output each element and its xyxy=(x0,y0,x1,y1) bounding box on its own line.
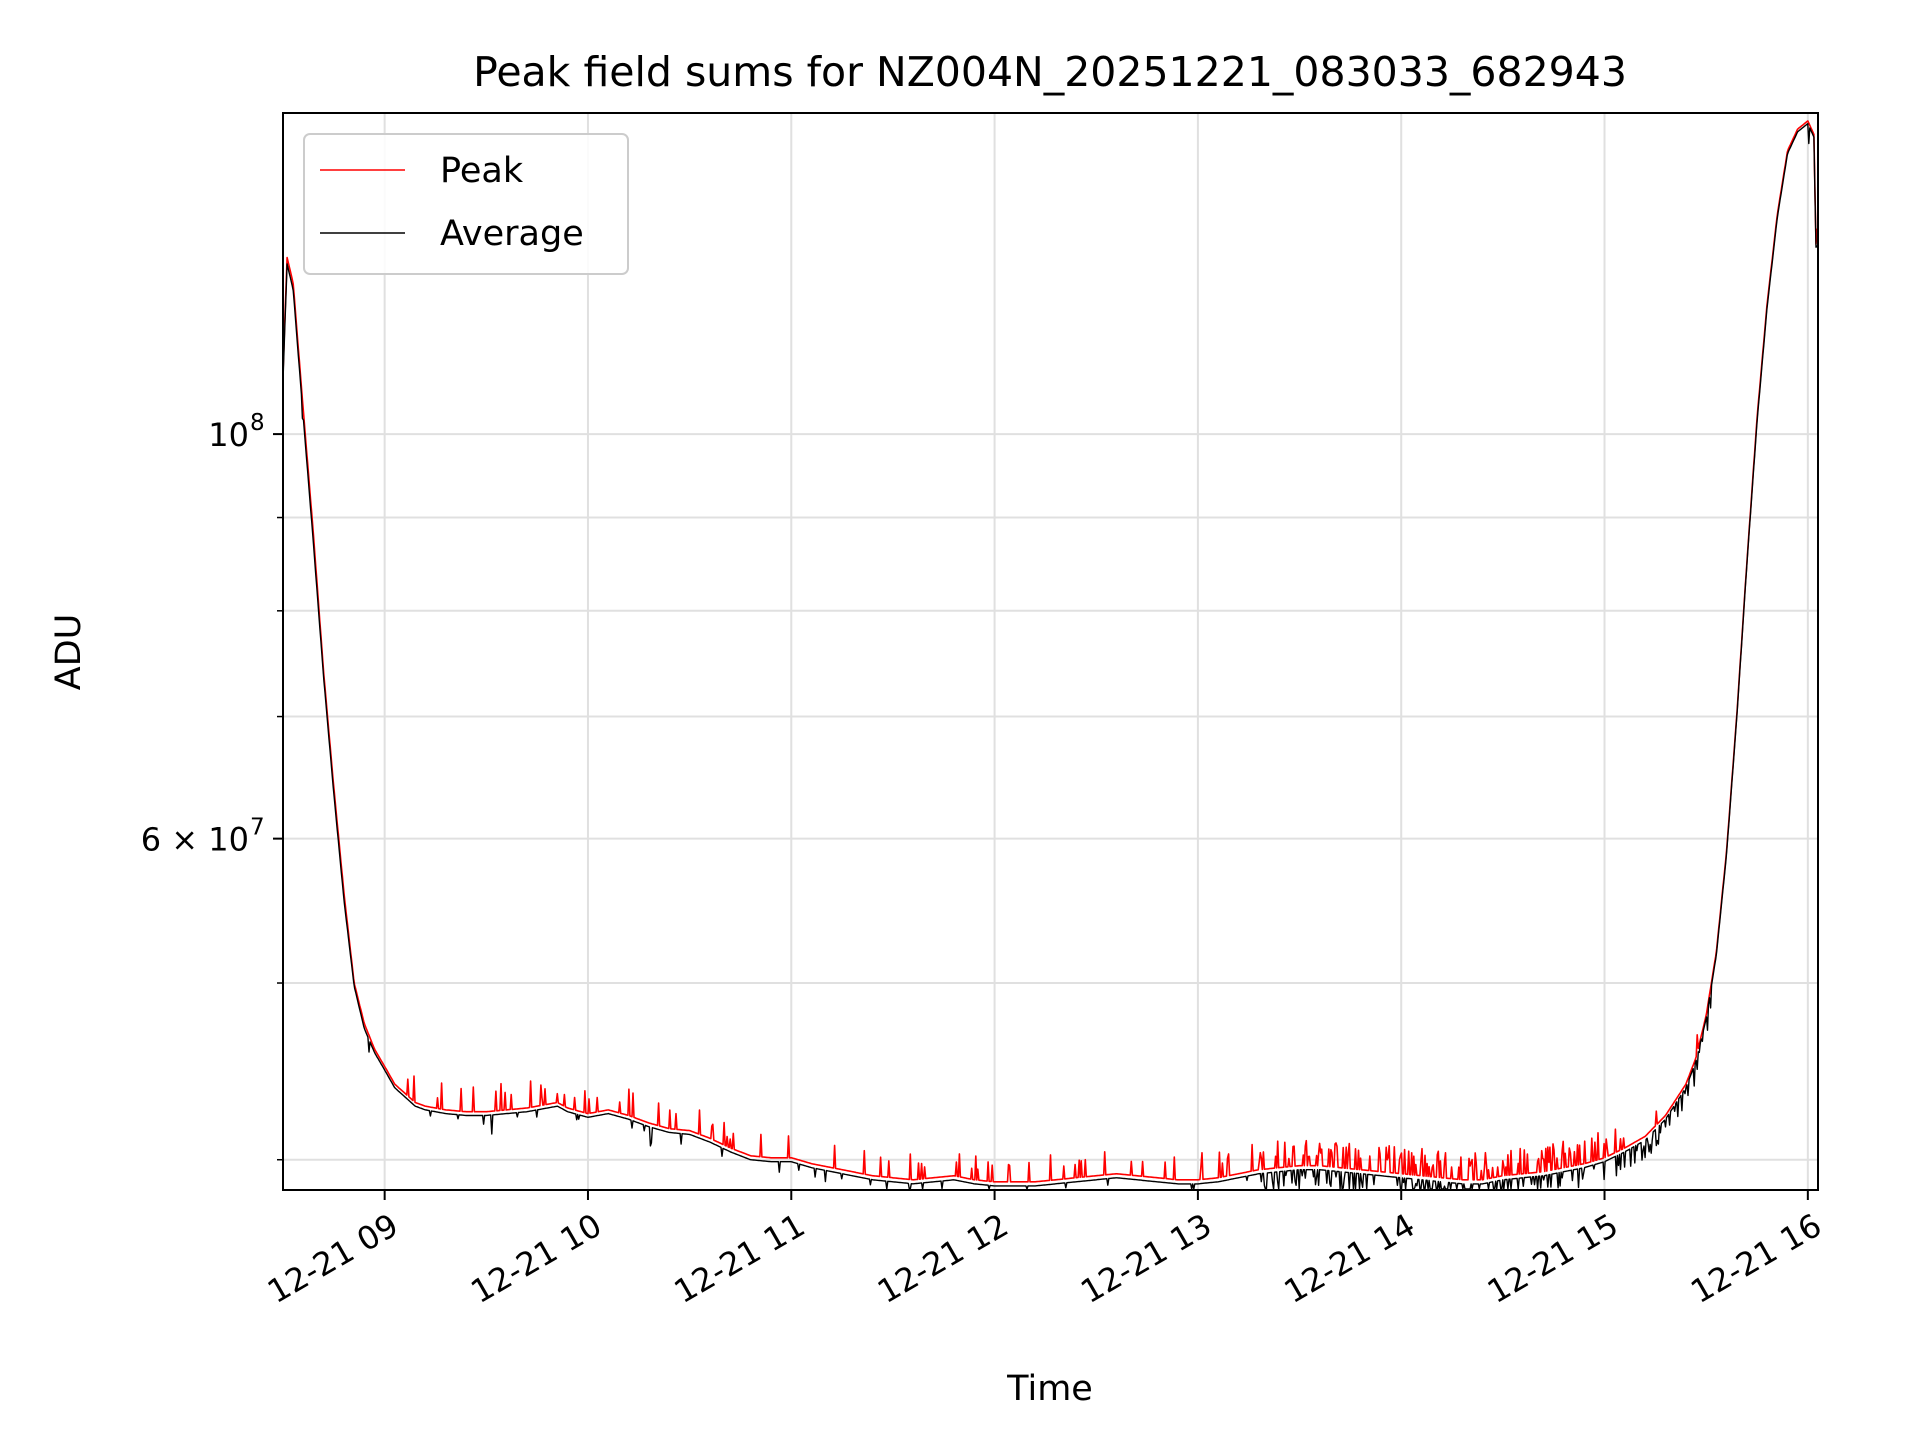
chart-title: Peak field sums for NZ004N_20251221_0830… xyxy=(473,48,1627,96)
plot-area: 12-21 09 12-21 10 12-21 11 12-21 12 12-21 13… xyxy=(141,112,1828,1311)
legend-label-average: Average xyxy=(440,214,584,254)
grid-lines xyxy=(283,113,1818,1190)
plot-frame xyxy=(282,112,1819,1191)
x-axis-label: Time xyxy=(1006,1369,1093,1409)
legend-label-peak: Peak xyxy=(440,151,524,191)
series-layer xyxy=(282,120,1819,1190)
series-line-peak xyxy=(282,120,1819,1183)
y-tick-exponent: 7 xyxy=(250,815,265,841)
legend-box xyxy=(303,133,629,275)
y-tick-mantissa: 6 × 10 xyxy=(141,821,249,859)
y-tick-exponent: 8 xyxy=(250,410,265,436)
y-tick-label: 10 xyxy=(208,416,249,454)
plot-background xyxy=(283,113,1818,1190)
y-tick-mantissa: 10 xyxy=(208,416,249,454)
y-tick-label: 6 × 10 xyxy=(141,821,249,859)
series-line-average xyxy=(282,122,1819,1190)
legend: Peak Average xyxy=(303,133,629,275)
y-axis-label: ADU xyxy=(49,614,89,691)
